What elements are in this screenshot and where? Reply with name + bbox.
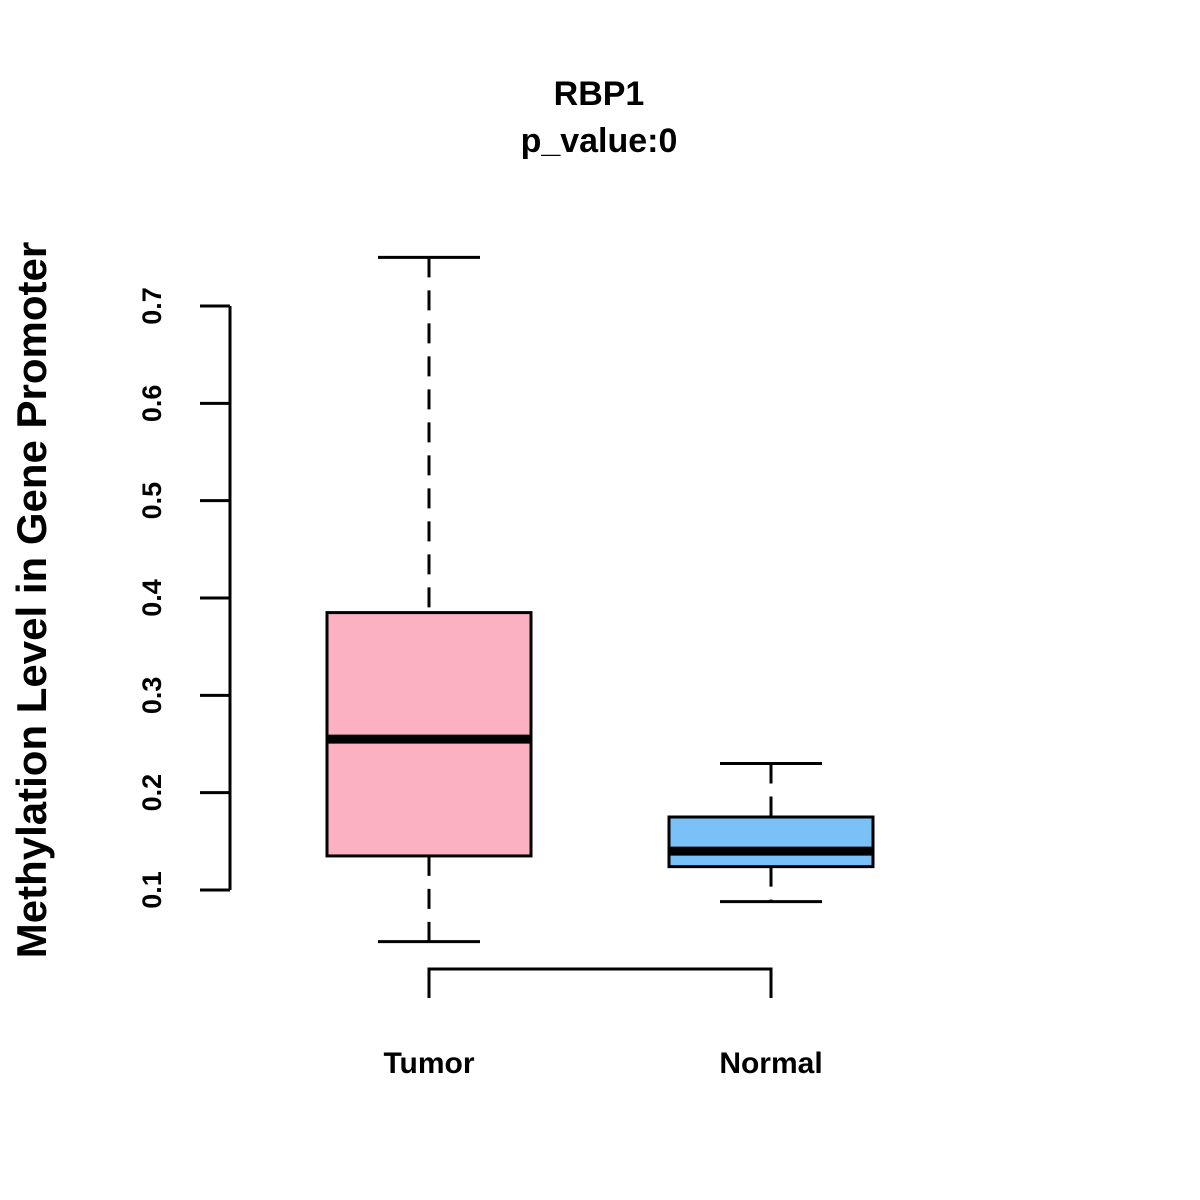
- chart-title: RBP1: [554, 75, 645, 113]
- box-rect-tumor: [325, 611, 533, 858]
- chart-subtitle: p_value:0: [521, 122, 678, 160]
- box-rect-normal: [667, 815, 875, 869]
- y-axis-label: Methylation Level in Gene Promoter: [8, 242, 55, 958]
- y-tick-label: 0.5: [137, 482, 167, 520]
- category-label-tumor: Tumor: [383, 1047, 474, 1080]
- box-normal: [667, 761, 875, 904]
- comparison-bracket-group: [427, 967, 773, 998]
- category-label-normal: Normal: [719, 1047, 822, 1080]
- boxes-group: [325, 255, 875, 944]
- y-axis: 0.1 0.2 0.3 0.4 0.5 0.6 0.7: [137, 287, 232, 909]
- comparison-bracket: [427, 967, 773, 998]
- y-tick-label: 0.3: [137, 677, 167, 715]
- y-tick-label: 0.1: [137, 871, 167, 909]
- box-tumor: [325, 255, 533, 944]
- y-tick-label: 0.7: [137, 287, 167, 325]
- y-tick-label: 0.6: [137, 385, 167, 423]
- y-tick-label: 0.4: [137, 579, 167, 617]
- category-labels-group: Tumor Normal: [383, 1047, 822, 1080]
- y-tick-label: 0.2: [137, 774, 167, 812]
